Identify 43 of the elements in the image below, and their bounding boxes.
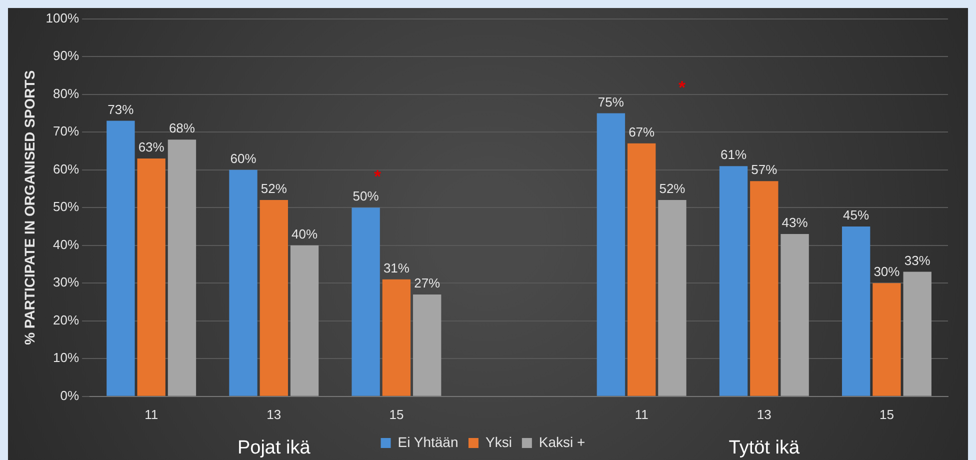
data-label: 31% (383, 260, 410, 276)
data-label: 52% (260, 181, 288, 196)
y-tick-label: 50% (53, 199, 80, 214)
legend-label: Kaksi + (538, 434, 586, 450)
y-tick-label: 100% (46, 10, 80, 26)
data-label: 40% (292, 226, 318, 242)
data-label: 61% (720, 147, 747, 162)
legend-label: Yksi (485, 434, 512, 450)
text: Tytöt ikä (728, 438, 800, 459)
y-tick-label: 30% (53, 274, 80, 290)
data-label: 63% (138, 140, 165, 155)
data-label: 50% (352, 188, 380, 204)
x-tick-label: 13 (756, 406, 772, 422)
x-tick-label: 11 (144, 406, 158, 422)
x-tick-label: 11 (634, 406, 648, 422)
y-tick-label: 10% (53, 350, 80, 366)
data-label: 33% (904, 252, 931, 268)
text: Pojat ikä (237, 438, 311, 459)
y-tick-label: 20% (53, 312, 80, 328)
y-tick-label: 60% (53, 161, 80, 176)
data-label: 30% (874, 264, 900, 280)
y-tick-label: 80% (53, 86, 80, 101)
legend-label: Ei Yhtään (398, 434, 458, 450)
data-label: 45% (843, 208, 870, 223)
x-tick-label: 13 (266, 406, 282, 422)
y-tick-label: 90% (53, 48, 80, 64)
data-label: 43% (782, 215, 808, 230)
y-tick-label: 70% (53, 124, 80, 139)
data-label: 68% (168, 120, 196, 136)
y-axis-title: % PARTICIPATE IN ORGANISED SPORTS (21, 70, 38, 345)
data-label: 52% (659, 181, 686, 196)
data-label: 57% (751, 162, 778, 178)
x-tick-label: 15 (879, 406, 894, 422)
x-tick-label: 15 (389, 406, 404, 422)
y-tick-label: 40% (53, 236, 80, 252)
y-tick-label: 0% (60, 388, 80, 403)
data-label: 73% (108, 102, 134, 117)
data-label: 75% (598, 94, 624, 110)
annotation: * (374, 166, 381, 186)
data-label: 60% (230, 150, 257, 166)
data-label: 67% (628, 124, 656, 140)
annotation: * (678, 78, 686, 98)
data-label: 27% (414, 276, 441, 291)
